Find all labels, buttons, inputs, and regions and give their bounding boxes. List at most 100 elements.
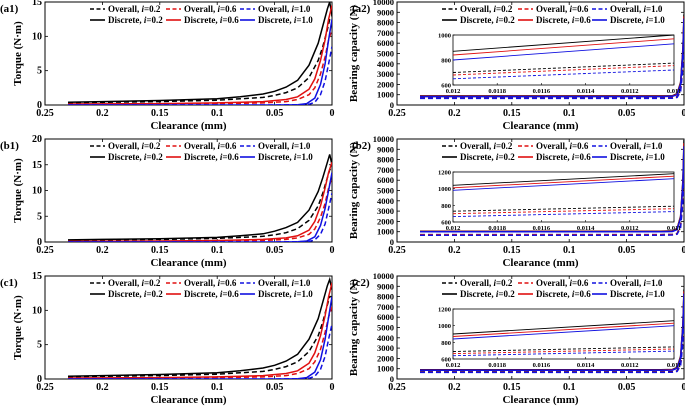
y-tick-label: 10000 [373,134,394,144]
series-line [68,192,332,242]
legend-label: Discrete, i=0.6 [184,152,239,162]
inset-x-tick-label: 0.011 [667,362,681,369]
series-line [67,29,332,105]
series-line [420,314,684,374]
x-axis-label: Clearance (mm) [502,120,578,132]
x-tick-label: 0 [682,245,685,256]
inset-series-line [452,211,675,218]
inset-series-line [452,43,675,61]
legend-label: Discrete, i=0.6 [536,15,591,25]
x-axis-label: Clearance (mm) [150,394,226,406]
x-axis-label: Clearance (mm) [150,120,226,132]
chart-panel: 0.25 0.2 0.15 0.1 0.05 0010002000300040005000… [348,134,685,269]
x-axis-label: Clearance (mm) [502,257,578,269]
inset-series-line [452,346,675,352]
legend-label: Discrete, i=1.0 [258,152,313,162]
legend-label: Overall, i=0.6 [184,4,237,14]
legend-label: Overall, i=1.0 [258,278,311,288]
legend-label: Overall, i=0.2 [108,141,161,151]
legend: Overall, i=0.2 Overall, i=0.6 Overall, i=1… [90,141,313,162]
inset-series-line [452,320,675,335]
legend-label: Discrete, i=0.2 [108,15,163,25]
series-line [420,146,684,233]
inset-y-tick-label: 800 [441,340,451,347]
y-tick-label: 2000 [377,79,394,89]
legend-label: Overall, i=0.6 [536,278,589,288]
y-axis-label: Torque (N·m) [12,295,24,360]
inset-chart: 0.012 0.0118 0.0116 0.0114 0.0112 0.011 600 800… [438,33,681,96]
y-tick-label: 6000 [377,312,394,322]
inset-x-tick-label: 0.0116 [533,88,551,95]
inset-x-tick-label: 0.0118 [488,88,506,95]
inset-series-line [452,205,675,212]
y-tick-label: 0 [37,237,42,248]
legend-label: Overall, i=0.2 [108,278,161,288]
y-tick-label: 15 [32,0,42,8]
x-tick-label: 0.2 [96,245,109,256]
y-tick-label: 5 [37,211,42,222]
series-line [67,177,332,242]
x-tick-label: 0.05 [618,245,636,256]
chart-panel: 0.25 0.2 0.15 0.1 0.05 0 0 5 10 15 20 Clearance (mm… [0,134,335,269]
inset-x-tick-label: 0.0112 [621,362,639,369]
y-tick-label: 0 [390,100,394,110]
inset-x-tick-label: 0.0114 [577,362,595,369]
inset-x-tick-label: 0.011 [667,225,681,232]
x-tick-label: 0.1 [563,382,576,393]
x-tick-label: 0 [682,108,685,119]
series-group [67,2,332,105]
x-tick-label: 0.1 [563,108,576,119]
x-tick-label: 0.25 [36,245,54,256]
x-tick-label: 0.15 [151,382,169,393]
panel-label: (c1) [0,277,18,289]
series-line [68,46,332,105]
legend-label: Discrete, i=0.2 [460,15,515,25]
legend-label: Overall, i=0.2 [108,4,161,14]
series-group [420,14,684,100]
x-tick-label: 0.15 [503,245,521,256]
legend-label: Discrete, i=0.6 [536,289,591,299]
y-tick-label: 10 [32,305,42,316]
legend: Overall, i=0.2 Overall, i=0.6 Overall, i=1… [442,141,665,162]
x-tick-label: 0.2 [448,382,461,393]
y-tick-label: 9000 [377,144,394,154]
y-tick-label: 3000 [377,69,394,79]
legend-label: Discrete, i=0.6 [184,289,239,299]
inset-x-tick-label: 0.0118 [488,362,506,369]
series-line [67,2,332,104]
inset-y-tick-label: 1000 [438,323,451,330]
series-line [67,161,332,242]
inset-series-line [452,65,675,76]
legend-label: Overall, i=1.0 [610,4,663,14]
legend-label: Overall, i=0.2 [460,278,513,288]
legend-label: Overall, i=1.0 [258,4,311,14]
panel-label: (c2) [352,277,370,289]
legend-label: Overall, i=1.0 [258,141,311,151]
chart-panel: 0.25 0.2 0.15 0.1 0.05 0010002000300040005000… [348,0,685,132]
legend: Overall, i=0.2 Overall, i=0.6 Overall, i=1… [442,4,665,25]
inset-y-tick-label: 600 [441,220,451,227]
y-tick-label: 7000 [377,28,394,38]
y-tick-label: 5 [37,340,42,351]
inset-y-tick-label: 1200 [438,307,451,314]
panel-label: (a1) [0,3,19,15]
series-group [67,154,332,242]
inset-y-tick-label: 1000 [438,33,451,40]
x-tick-label: 0.1 [211,245,224,256]
y-axis-label: Bearing capacity (N) [348,142,360,239]
x-tick-label: 0 [682,382,685,393]
legend-label: Overall, i=1.0 [610,141,663,151]
y-tick-label: 3000 [377,206,394,216]
legend-label: Overall, i=0.6 [184,278,237,288]
x-tick-label: 0.2 [448,245,461,256]
y-tick-label: 4000 [377,59,394,69]
legend-label: Discrete, i=0.2 [460,289,515,299]
inset-chart: 0.012 0.0118 0.0116 0.0114 0.0112 0.011 600 800… [438,307,681,370]
x-tick-label: 0.05 [266,245,284,256]
series-line [68,323,332,379]
y-tick-label: 6000 [377,38,394,48]
y-tick-label: 9000 [377,281,394,291]
inset-series-line [452,350,675,357]
inset-x-tick-label: 0.0114 [577,225,595,232]
y-tick-label: 2000 [377,353,394,363]
